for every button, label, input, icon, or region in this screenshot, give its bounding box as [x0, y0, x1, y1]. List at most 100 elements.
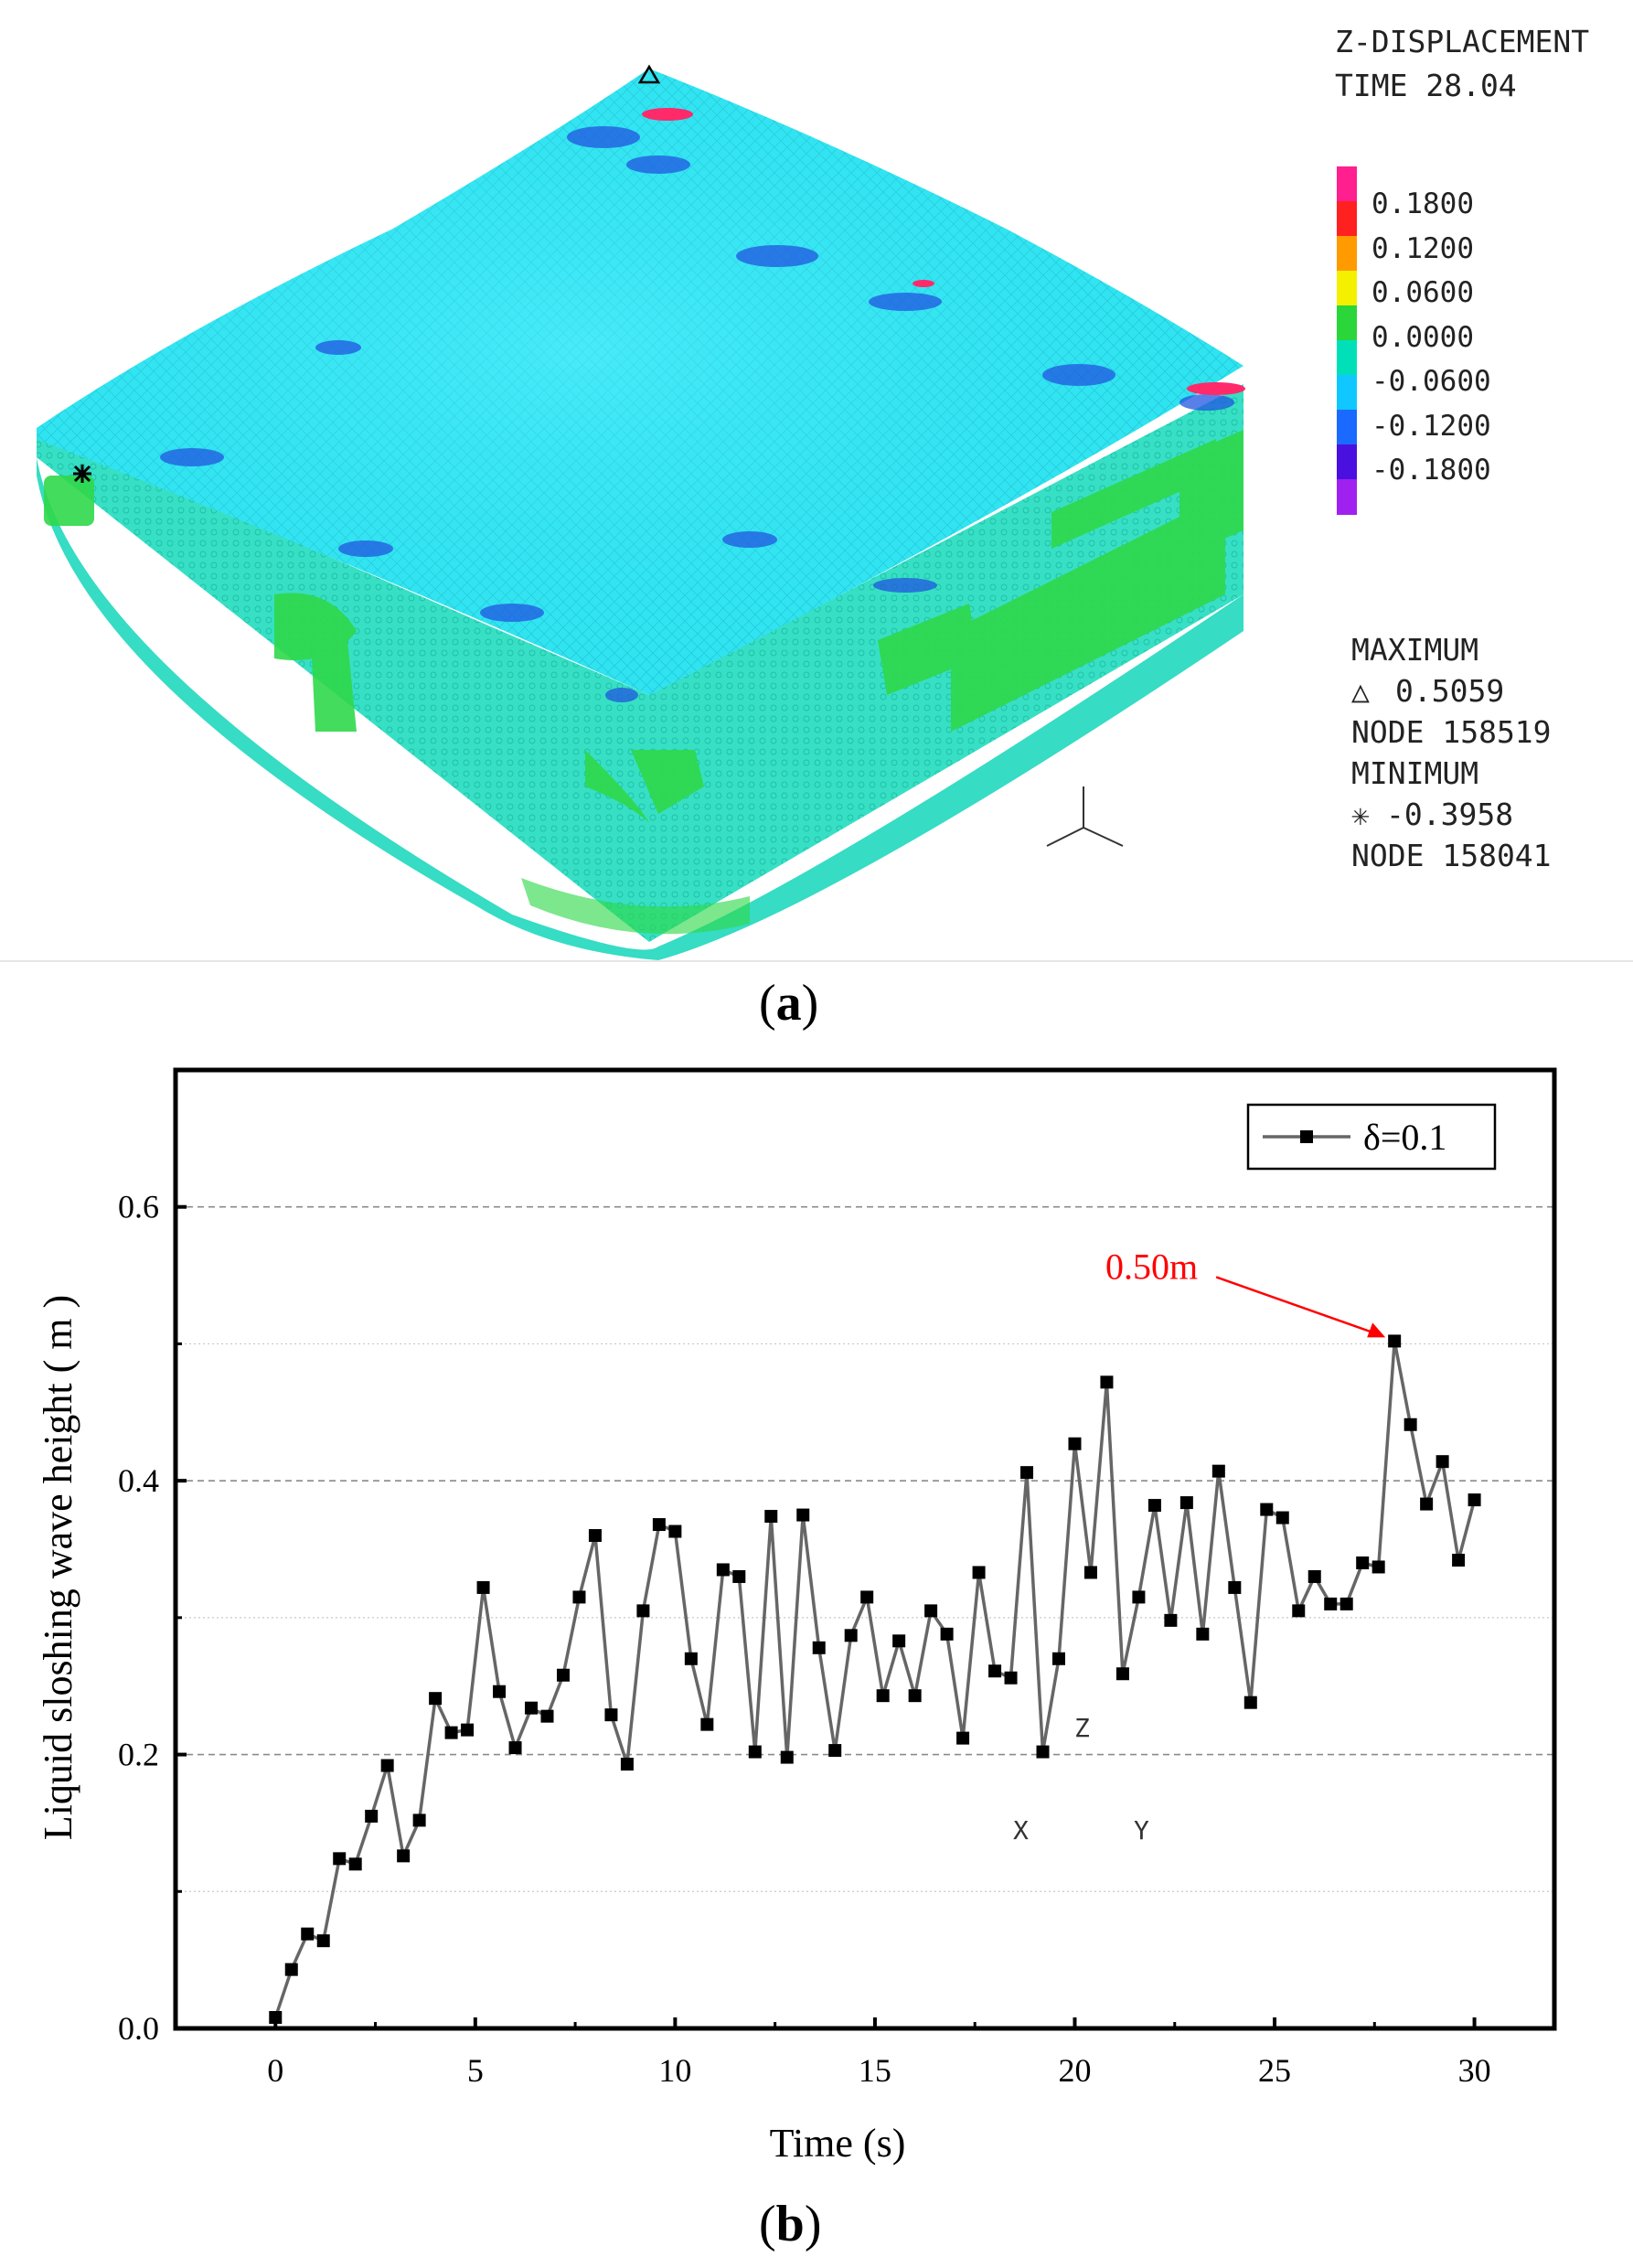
data-point: [972, 1566, 986, 1579]
colorbar-tick-label: 0.1800: [1372, 187, 1474, 220]
data-point: [1004, 1671, 1018, 1685]
data-point: [540, 1709, 554, 1723]
data-point: [1211, 1464, 1225, 1478]
data-point: [716, 1563, 730, 1577]
data-point: [1228, 1580, 1242, 1594]
data-point: [333, 1852, 347, 1866]
x-tick-label: 25: [1258, 2052, 1291, 2089]
data-point: [1068, 1437, 1082, 1450]
colorbar-band: [1337, 305, 1357, 341]
data-point: [636, 1604, 650, 1618]
colorbar-band: [1337, 166, 1357, 202]
x-tick-label: 20: [1058, 2052, 1091, 2089]
data-point: [572, 1590, 586, 1604]
green-contour-regions: [44, 430, 1243, 935]
axes-triad-icon: [1046, 786, 1124, 847]
red-contour-spots: [642, 108, 1245, 395]
minimum-asterisk-icon: ✳: [1351, 797, 1370, 832]
colorbar-band: [1337, 340, 1357, 376]
data-point: [1339, 1597, 1353, 1610]
maximum-marker-icon: [637, 64, 661, 84]
data-point: [1164, 1613, 1178, 1627]
data-point: [604, 1708, 618, 1722]
data-point: [652, 1518, 666, 1532]
data-point: [1083, 1566, 1097, 1579]
y-tick-label: 0.0: [118, 2010, 159, 2047]
data-point: [1020, 1466, 1034, 1480]
colorbar-tick-label: -0.0600: [1372, 365, 1491, 398]
legend-marker-swatch: [1300, 1130, 1313, 1143]
colorbar-tick-label: 0.1200: [1372, 231, 1474, 265]
data-point: [461, 1723, 475, 1737]
annotation-arrow-line: [1215, 1276, 1382, 1337]
legend-entry-label: δ=0.1: [1363, 1117, 1446, 1158]
data-point: [700, 1717, 714, 1731]
y-tick-label: 0.4: [118, 1462, 159, 1499]
data-point: [892, 1634, 906, 1648]
colorbar-tick-label: -0.1200: [1372, 409, 1491, 443]
data-point: [380, 1759, 394, 1772]
data-point: [1243, 1696, 1257, 1709]
annotation-max-label: 0.50m: [1105, 1246, 1198, 1287]
data-point: [316, 1934, 330, 1948]
maximum-node: NODE 158519: [1351, 714, 1552, 750]
data-point: [1292, 1604, 1306, 1618]
data-point: [1196, 1627, 1210, 1641]
data-point: [365, 1809, 379, 1823]
colorbar-tick-label: -0.1800: [1372, 454, 1491, 487]
data-point: [1260, 1503, 1274, 1516]
series-line-delta-0-1: [273, 1341, 1477, 2018]
data-point: [1420, 1497, 1434, 1511]
colorbar-band: [1337, 201, 1357, 237]
data-point: [508, 1741, 522, 1755]
colorbar-band: [1337, 375, 1357, 411]
time-label: TIME 28.04: [1335, 68, 1517, 103]
x-tick-label: 15: [859, 2052, 891, 2089]
data-point: [397, 1849, 411, 1863]
data-point: [780, 1750, 794, 1764]
data-point: [860, 1590, 874, 1604]
axis-y-label: Y: [1134, 1815, 1149, 1845]
colorbar-band: [1337, 444, 1357, 480]
data-point: [1179, 1496, 1193, 1510]
data-point: [1051, 1652, 1065, 1665]
data-point: [844, 1629, 858, 1642]
data-point: [828, 1744, 842, 1758]
data-point: [1324, 1597, 1338, 1610]
data-point: [301, 1927, 315, 1941]
colorbar-band: [1337, 479, 1357, 515]
plot-frame: [173, 1067, 1557, 2031]
panel-b-line-chart: 0 5 10 15 20 25 30 0.0 0.2 0.4 0.6 Time (s) Liquid s…: [0, 1015, 1633, 2268]
axis-x-label: X: [1013, 1815, 1029, 1845]
data-point: [684, 1652, 698, 1665]
blue-contour-spots: [160, 126, 1234, 702]
data-point: [1100, 1375, 1114, 1389]
minimum-node: NODE 158041: [1351, 838, 1552, 873]
annotation-arrowhead-icon: [1367, 1322, 1386, 1338]
data-point: [525, 1701, 539, 1715]
wave-height-chart: 0 5 10 15 20 25 30 0.0 0.2 0.4 0.6 Time (s) Liquid s…: [36, 1067, 1557, 2166]
data-point: [620, 1758, 634, 1771]
data-point: [924, 1604, 938, 1618]
x-tick-label: 30: [1458, 2052, 1491, 2089]
fe-model-view: [37, 64, 1245, 960]
maximum-label: MAXIMUM: [1351, 632, 1479, 668]
data-point: [1307, 1569, 1321, 1583]
colorbar-band: [1337, 410, 1357, 445]
data-point: [988, 1664, 1002, 1678]
data-point: [588, 1529, 602, 1543]
maximum-value: 0.5059: [1395, 673, 1505, 709]
data-point: [1436, 1455, 1449, 1469]
data-point: [476, 1580, 490, 1594]
minimum-value: -0.3958: [1386, 797, 1514, 832]
data-point: [1468, 1493, 1481, 1507]
data-point: [812, 1641, 826, 1654]
data-point: [348, 1857, 362, 1871]
data-point: [429, 1692, 443, 1706]
data-point: [668, 1524, 682, 1538]
data-point: [1036, 1745, 1050, 1759]
x-tick-label: 10: [658, 2052, 691, 2089]
data-point: [1356, 1556, 1370, 1569]
x-tick-label: 5: [467, 2052, 484, 2089]
colorbar-band: [1337, 271, 1357, 306]
